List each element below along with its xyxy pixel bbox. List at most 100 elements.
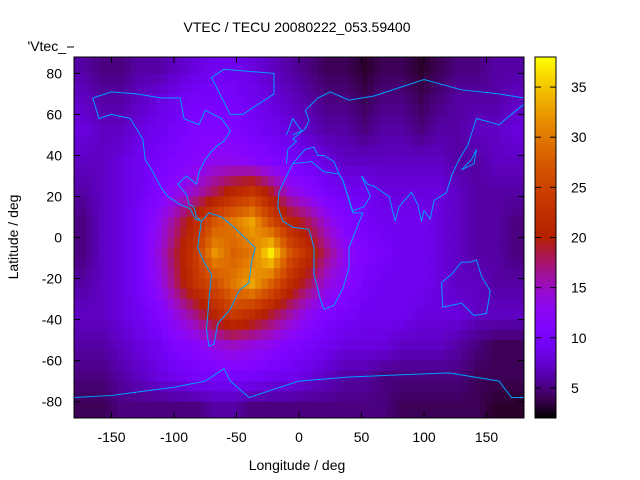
- heatmap-cell: [405, 175, 412, 187]
- heatmap-cell: [486, 227, 494, 238]
- heatmap-cell: [430, 411, 437, 418]
- heatmap-cell: [261, 309, 269, 321]
- heatmap-cell: [474, 114, 481, 126]
- heatmap-cell: [186, 63, 194, 74]
- heatmap-cell: [342, 319, 350, 331]
- heatmap-cell: [436, 196, 444, 208]
- heatmap-cell: [217, 57, 225, 64]
- heatmap-cell: [217, 401, 225, 413]
- heatmap-cell: [492, 93, 500, 105]
- heatmap-cell: [86, 319, 94, 331]
- heatmap-cell: [517, 175, 524, 187]
- heatmap-cell: [111, 329, 119, 341]
- heatmap-cell: [86, 145, 94, 156]
- heatmap-cell: [305, 155, 312, 167]
- heatmap-cell: [199, 360, 206, 372]
- heatmap-cell: [242, 360, 250, 372]
- heatmap-cell: [161, 134, 169, 146]
- heatmap-cell: [305, 370, 312, 382]
- heatmap-cell: [436, 319, 444, 331]
- heatmap-cell: [424, 329, 431, 341]
- heatmap-cell: [317, 237, 325, 249]
- heatmap-cell: [224, 114, 231, 126]
- heatmap-cell: [274, 104, 281, 115]
- heatmap-cell: [255, 155, 262, 167]
- heatmap-cell: [292, 309, 300, 321]
- heatmap-cell: [142, 175, 150, 187]
- heatmap-cell: [461, 360, 469, 372]
- heatmap-cell: [467, 381, 475, 392]
- heatmap-cell: [374, 381, 381, 392]
- heatmap-cell: [367, 83, 375, 95]
- heatmap-cell: [211, 216, 219, 228]
- heatmap-cell: [205, 186, 212, 197]
- heatmap-cell: [386, 360, 394, 372]
- heatmap-cell: [292, 196, 300, 208]
- heatmap-cell: [174, 216, 181, 228]
- heatmap-cell: [286, 124, 294, 136]
- heatmap-cell: [105, 227, 112, 238]
- heatmap-cell: [305, 175, 312, 187]
- heatmap-cell: [249, 124, 256, 136]
- heatmap-cell: [80, 104, 87, 115]
- heatmap-cell: [217, 411, 225, 418]
- heatmap-cell: [155, 216, 162, 228]
- heatmap-cell: [180, 340, 187, 351]
- heatmap-cell: [230, 278, 237, 290]
- heatmap-cell: [92, 124, 100, 136]
- heatmap-cell: [517, 237, 524, 249]
- heatmap-cell: [105, 83, 112, 95]
- heatmap-cell: [499, 370, 506, 382]
- heatmap-cell: [511, 391, 519, 403]
- heatmap-cell: [486, 114, 494, 126]
- heatmap-cell: [180, 299, 187, 310]
- heatmap-cell: [399, 237, 406, 249]
- heatmap-cell: [286, 411, 294, 418]
- heatmap-cell: [155, 145, 162, 156]
- heatmap-cell: [286, 165, 294, 177]
- heatmap-cell: [161, 93, 169, 105]
- heatmap-cell: [367, 114, 375, 126]
- heatmap-cell: [286, 93, 294, 105]
- heatmap-cell: [386, 391, 394, 403]
- heatmap-cell: [205, 165, 212, 177]
- heatmap-cell: [405, 196, 412, 208]
- heatmap-cell: [367, 309, 375, 321]
- heatmap-cell: [292, 57, 300, 64]
- heatmap-cell: [480, 309, 487, 321]
- heatmap-cell: [180, 237, 187, 249]
- heatmap-cell: [236, 104, 244, 115]
- heatmap-cell: [317, 258, 325, 269]
- heatmap-cell: [449, 350, 456, 362]
- heatmap-cell: [342, 83, 350, 95]
- heatmap-cell: [417, 186, 425, 197]
- x-tick-label: -50: [226, 429, 246, 445]
- heatmap-cell: [349, 340, 356, 351]
- heatmap-cell: [467, 278, 475, 290]
- heatmap-cell: [367, 124, 375, 136]
- heatmap-cell: [155, 206, 162, 218]
- heatmap-cell: [180, 288, 187, 300]
- heatmap-cell: [361, 360, 369, 372]
- heatmap-cell: [80, 370, 87, 382]
- heatmap-cell: [92, 360, 100, 372]
- heatmap-cell: [511, 104, 519, 115]
- y-tick-label: 20: [46, 188, 62, 204]
- heatmap-cell: [392, 175, 400, 187]
- heatmap-cell: [192, 309, 200, 321]
- heatmap-cell: [405, 340, 412, 351]
- heatmap-cell: [117, 145, 125, 156]
- heatmap-cell: [517, 93, 524, 105]
- heatmap-cell: [192, 268, 200, 280]
- y-tick-label: -80: [42, 394, 62, 410]
- heatmap-cell: [511, 165, 519, 177]
- heatmap-cell: [86, 258, 94, 269]
- heatmap-cell: [480, 288, 487, 300]
- heatmap-cell: [224, 155, 231, 167]
- heatmap-cell: [86, 206, 94, 218]
- heatmap-cell: [124, 340, 131, 351]
- heatmap-cell: [299, 258, 306, 269]
- heatmap-cell: [492, 340, 500, 351]
- heatmap-cell: [230, 268, 237, 280]
- heatmap-cell: [211, 278, 219, 290]
